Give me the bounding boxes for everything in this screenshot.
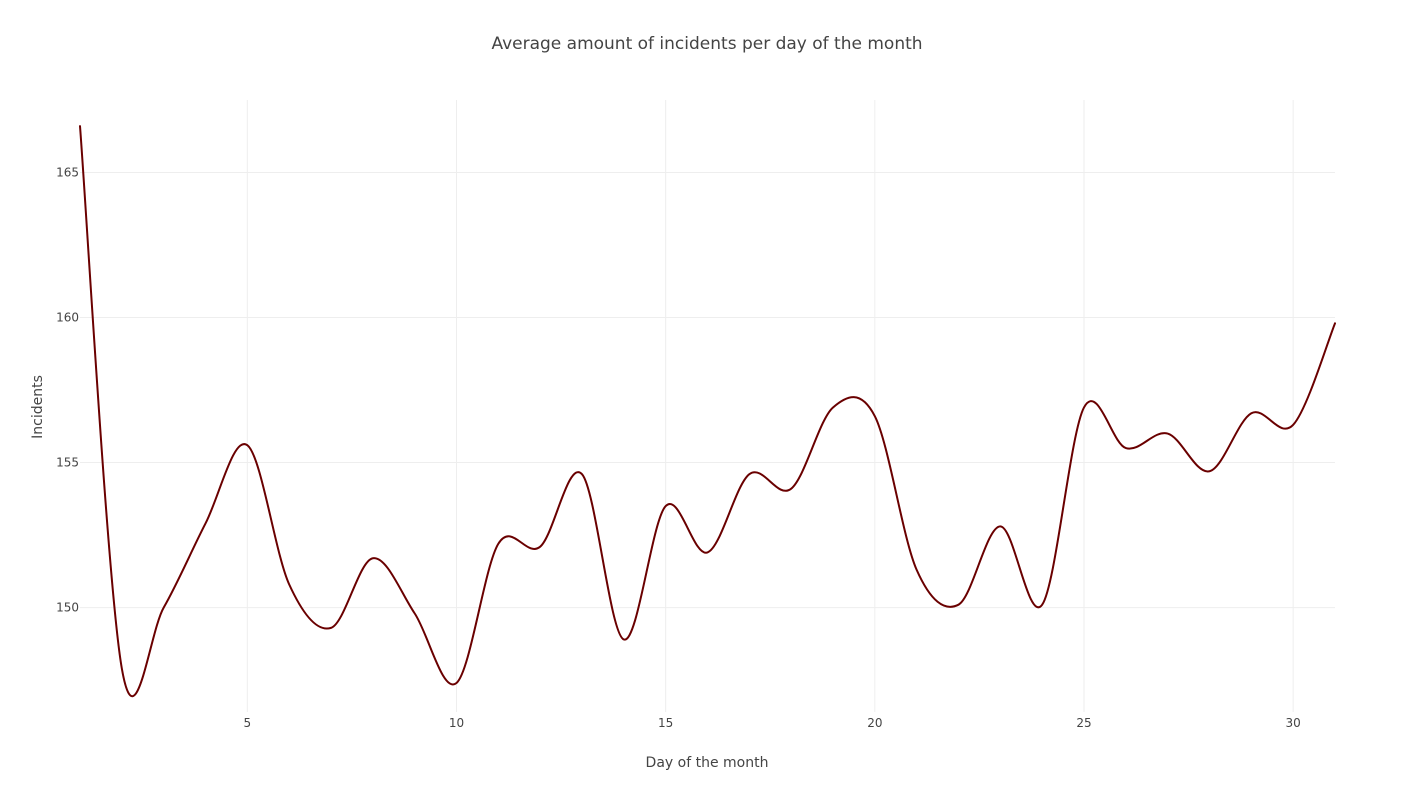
x-axis-ticks: 5 10 15 20 25 30 xyxy=(244,716,1301,730)
y-tick-label: 155 xyxy=(56,456,79,470)
data-point xyxy=(1209,471,1210,472)
y-tick-label: 160 xyxy=(56,311,79,325)
data-point xyxy=(247,445,248,446)
data-point xyxy=(372,558,373,559)
data-point xyxy=(749,474,750,475)
data-point xyxy=(1335,323,1336,324)
data-point xyxy=(80,126,81,127)
x-tick-label: 30 xyxy=(1286,716,1301,730)
x-tick-label: 25 xyxy=(1076,716,1091,730)
data-point xyxy=(833,407,834,408)
chart-title: Average amount of incidents per day of t… xyxy=(491,34,922,54)
x-tick-label: 20 xyxy=(867,716,882,730)
data-point xyxy=(456,682,457,683)
data-point xyxy=(707,552,708,553)
series-layer xyxy=(79,125,1336,698)
y-axis-ticks: 150 155 160 165 xyxy=(56,166,79,615)
y-tick-label: 150 xyxy=(56,601,79,615)
x-axis-label: Day of the month xyxy=(646,755,769,771)
data-point xyxy=(1000,526,1001,527)
data-point xyxy=(414,613,415,614)
data-point xyxy=(958,604,959,605)
y-axis-label: Incidents xyxy=(30,375,46,439)
data-point xyxy=(874,416,875,417)
data-point xyxy=(540,546,541,547)
data-point xyxy=(665,506,666,507)
data-point xyxy=(1251,413,1252,414)
grid xyxy=(80,100,1335,712)
data-point xyxy=(1125,448,1126,449)
data-point xyxy=(916,569,917,570)
data-point xyxy=(498,543,499,544)
data-point xyxy=(1293,424,1294,425)
data-point xyxy=(121,668,122,669)
x-tick-label: 15 xyxy=(658,716,673,730)
series-line xyxy=(79,125,1336,698)
data-point xyxy=(1042,604,1043,605)
data-point xyxy=(623,639,624,640)
y-tick-label: 165 xyxy=(56,166,79,180)
data-point xyxy=(205,523,206,524)
x-tick-label: 10 xyxy=(449,716,464,730)
data-point xyxy=(331,627,332,628)
data-point xyxy=(1167,433,1168,434)
data-point xyxy=(582,474,583,475)
data-point xyxy=(289,584,290,585)
x-tick-label: 5 xyxy=(244,716,252,730)
data-point xyxy=(163,607,164,608)
data-point xyxy=(791,488,792,489)
data-point xyxy=(1084,407,1085,408)
